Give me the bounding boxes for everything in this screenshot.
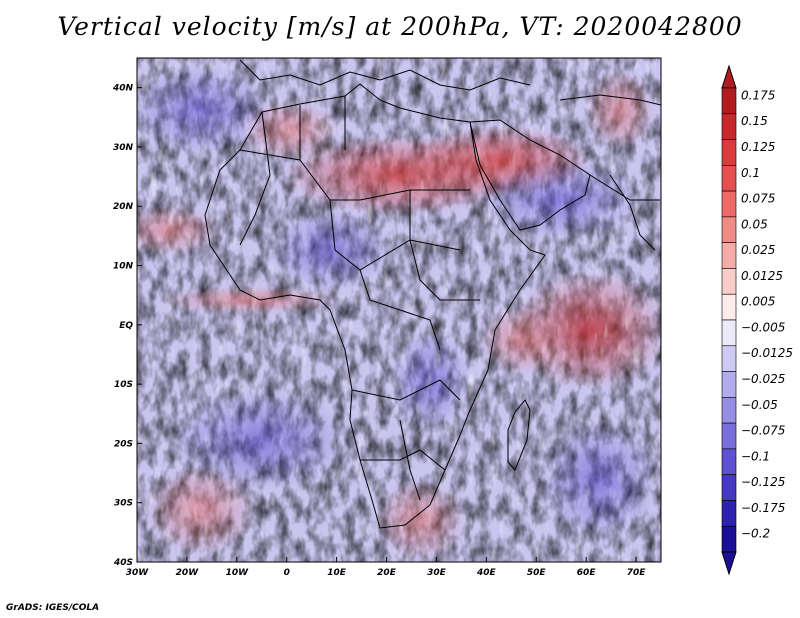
colorbar-swatch xyxy=(721,216,737,243)
colorbar-swatch xyxy=(721,448,737,475)
colorbar-label: 0.005 xyxy=(741,295,775,309)
lon-tick-label: 30E xyxy=(427,568,447,578)
colorbar-label: −0.2 xyxy=(741,527,770,541)
colorbar-label: −0.125 xyxy=(741,475,785,489)
colorbar-label: −0.025 xyxy=(741,372,785,386)
europe-coastline xyxy=(239,59,531,91)
colorbar-label: −0.005 xyxy=(741,320,785,334)
lat-tick-label: 10S xyxy=(114,380,133,390)
map-frame xyxy=(136,57,662,563)
lat-tick-label: 30S xyxy=(114,499,133,509)
colorbar-swatch xyxy=(721,371,737,398)
colorbar-label: 0.025 xyxy=(741,243,775,257)
colorbar-label: 0.175 xyxy=(741,88,775,102)
grads-credit: GrADS: IGES/COLA xyxy=(6,603,100,613)
longitude-axis: 30W 20W 10W 0 10E 20E 30E 40E 50E 60E 70E xyxy=(126,557,646,578)
colorbar-swatch xyxy=(721,87,737,115)
lon-tick-label: 30W xyxy=(126,568,150,578)
latitude-axis: 40N 30N 20N 10N EQ 10S 20S 30S 40S xyxy=(112,84,142,568)
colorbar-swatch xyxy=(721,500,737,527)
lon-tick-label: 60E xyxy=(577,568,597,578)
arabian-peninsula-coastline xyxy=(469,119,591,231)
colorbar-swatch xyxy=(721,474,737,501)
colorbar-label: 0.075 xyxy=(741,192,775,206)
colorbar-swatch xyxy=(721,165,737,192)
asia-coastline xyxy=(559,94,661,201)
colorbar-label: 0.125 xyxy=(741,140,775,154)
lon-tick-label: 0 xyxy=(284,568,290,578)
india-coastline xyxy=(609,174,656,251)
colorbar-swatch xyxy=(721,242,737,269)
lon-tick-label: 20E xyxy=(377,568,397,578)
lat-tick-label: 20N xyxy=(113,202,134,212)
colorbar-swatch xyxy=(721,293,737,321)
colorbar-swatch xyxy=(721,319,737,347)
colorbar-label: −0.0125 xyxy=(741,346,793,360)
lon-tick-label: 10E xyxy=(327,568,347,578)
lon-tick-label: 40E xyxy=(476,568,497,578)
lon-tick-label: 50E xyxy=(527,568,547,578)
colorbar-top-arrow xyxy=(721,64,737,89)
colorbar: 0.175 0.15 0.125 0.1 0.075 0.05 0.025 0.0125 0.0… xyxy=(721,64,793,576)
colorbar-swatch xyxy=(721,113,737,140)
colorbar-swatch xyxy=(721,397,737,424)
colorbar-swatch xyxy=(721,525,737,553)
colorbar-swatch xyxy=(721,422,737,450)
colorbar-swatch xyxy=(721,268,737,295)
lat-tick-label: 40N xyxy=(112,84,134,94)
colorbar-bottom-arrow xyxy=(721,551,737,576)
colorbar-label: 0.15 xyxy=(741,114,768,128)
colorbar-label: −0.05 xyxy=(741,398,778,412)
lon-tick-label: 70E xyxy=(627,568,647,578)
lat-tick-label: EQ xyxy=(119,321,133,331)
colorbar-swatch xyxy=(721,345,737,372)
lat-tick-label: 20S xyxy=(114,439,133,449)
velocity-field xyxy=(137,58,661,562)
lat-tick-label: 30N xyxy=(113,143,134,153)
colorbar-label: −0.075 xyxy=(741,424,785,438)
colorbar-swatch xyxy=(721,190,737,218)
madagascar-coastline xyxy=(507,399,531,471)
lon-tick-label: 10W xyxy=(226,568,250,578)
colorbar-label: −0.175 xyxy=(741,501,785,515)
colorbar-label: 0.1 xyxy=(741,166,760,180)
colorbar-label: −0.1 xyxy=(741,449,770,463)
africa-coastline xyxy=(204,83,546,529)
lon-tick-label: 20W xyxy=(176,568,200,578)
colorbar-swatch xyxy=(721,139,737,166)
lat-tick-label: 10N xyxy=(113,262,134,272)
chart-title: Vertical velocity [m/s] at 200hPa, VT: 2… xyxy=(57,12,743,41)
lat-tick-label: 40S xyxy=(113,558,133,568)
colorbar-label: 0.05 xyxy=(741,217,768,231)
coastlines xyxy=(204,59,661,529)
colorbar-label: 0.0125 xyxy=(741,269,783,283)
